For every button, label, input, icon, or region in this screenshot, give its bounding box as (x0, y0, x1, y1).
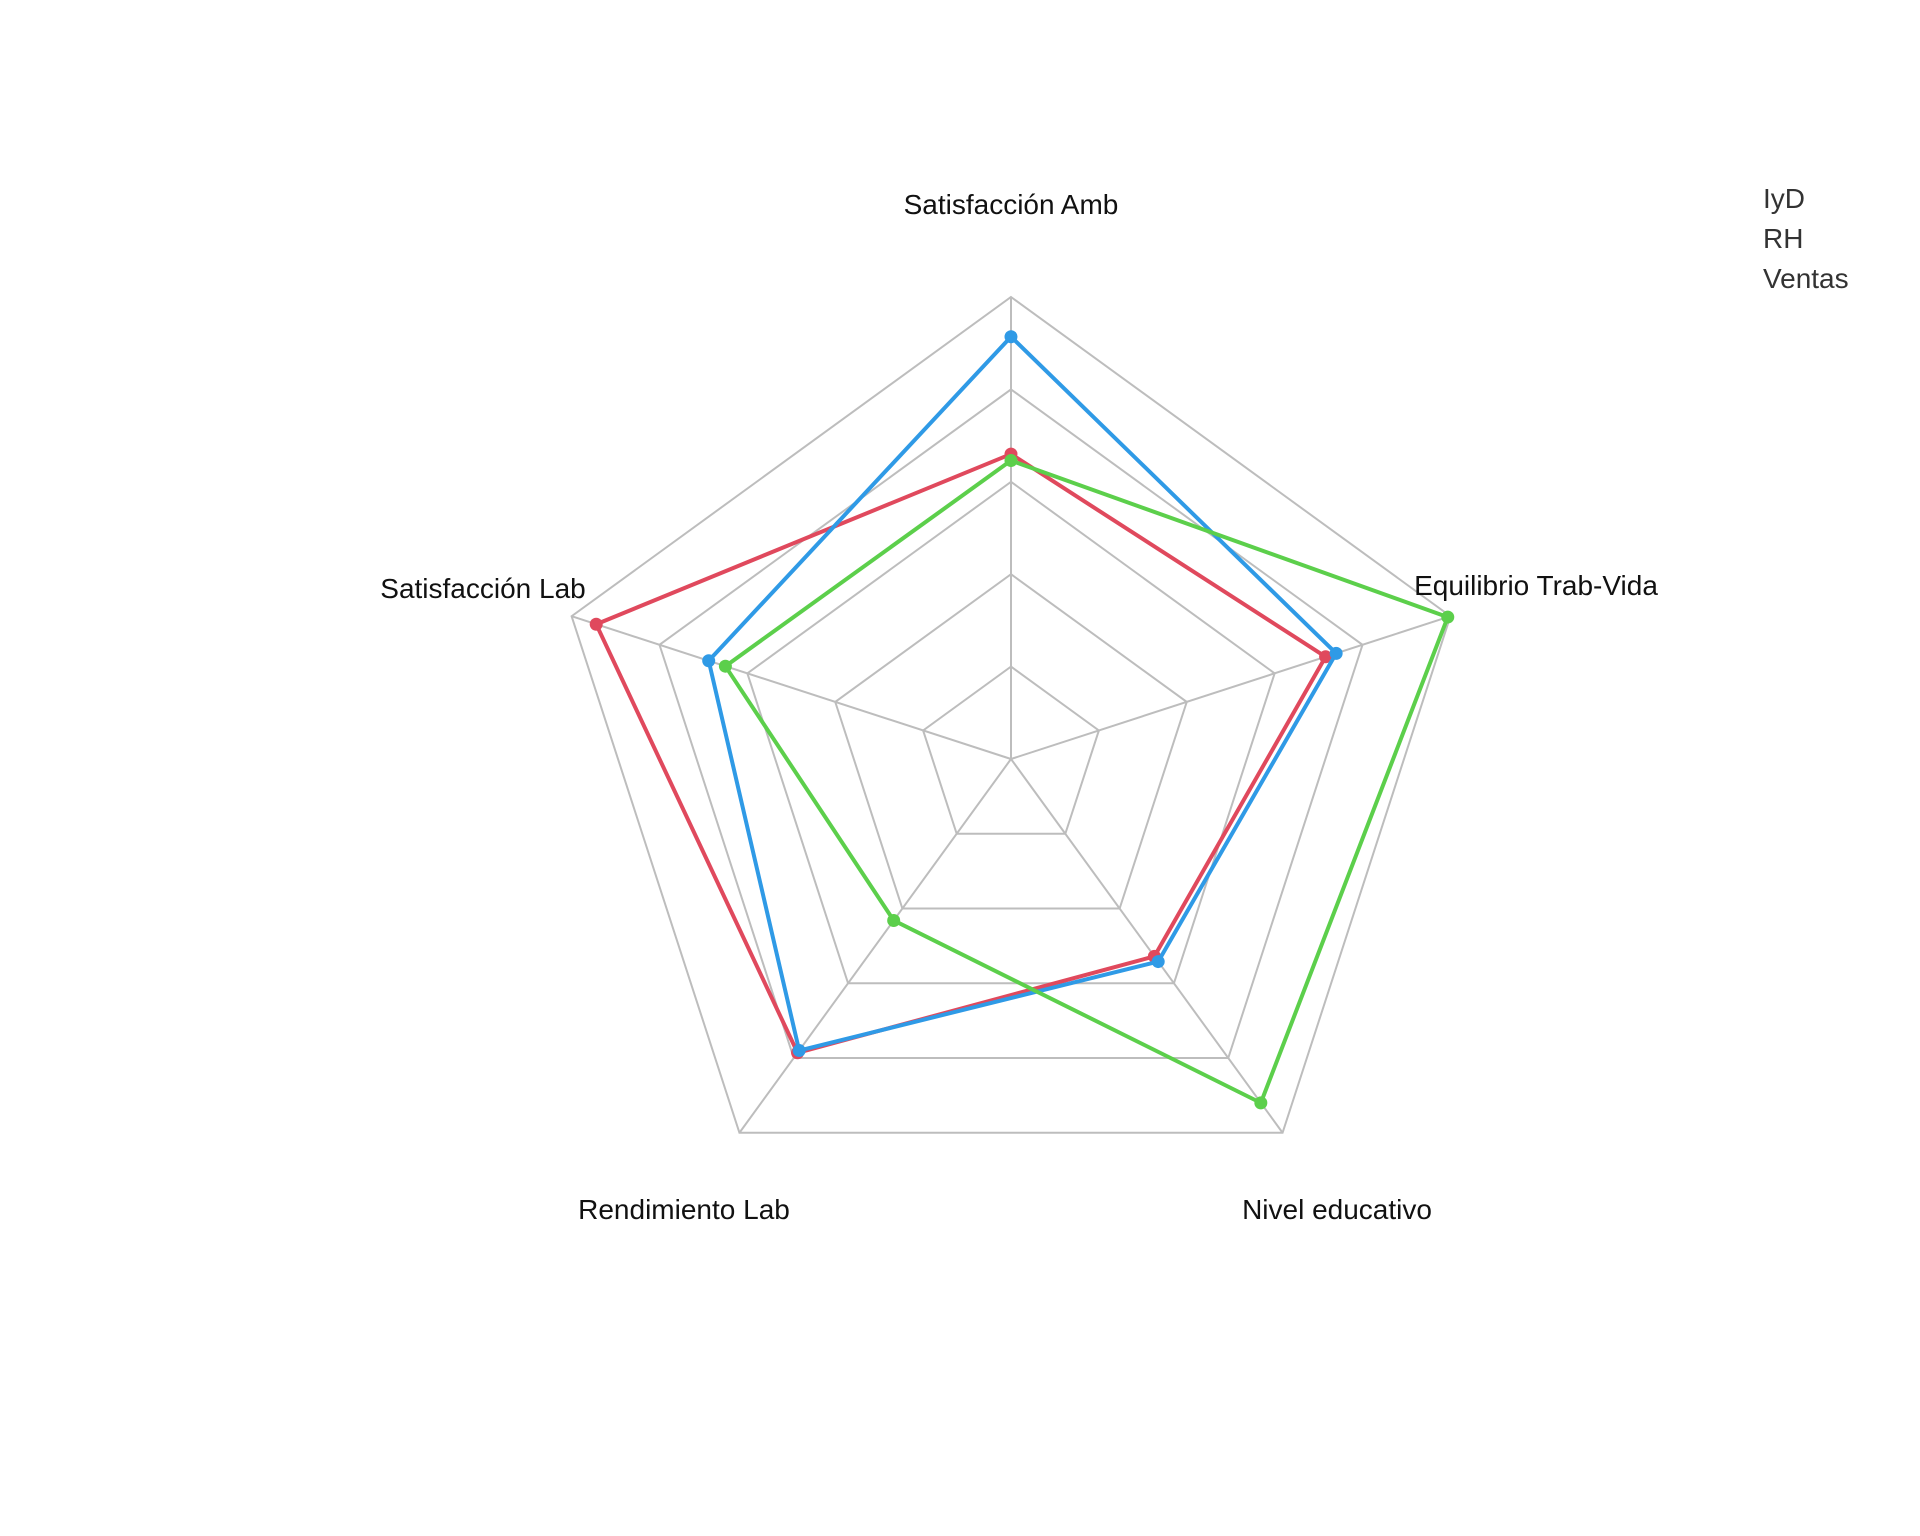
data-point-rh (1151, 955, 1165, 969)
series-line-rh (706, 334, 1339, 1053)
grid-ring (746, 480, 1276, 985)
axis-label-satisfaccion-amb: Satisfacción Amb (904, 189, 1119, 220)
legend: IyD RH Ventas (1763, 183, 1849, 294)
axis-spoke (571, 615, 1012, 760)
radar-grid (570, 295, 1452, 1134)
legend-item-rh: RH (1763, 223, 1803, 254)
axis-spoke (1010, 758, 1284, 1134)
axis-label-equilibrio-trab-vida: Equilibrio Trab-Vida (1414, 570, 1658, 601)
axis-label-nivel-educativo: Nivel educativo (1242, 1194, 1432, 1225)
axis-spoke (738, 758, 1012, 1134)
axis-label-satisfaccion-lab: Satisfacción Lab (380, 573, 585, 604)
data-point-ventas (1254, 1096, 1268, 1110)
series-line-ventas (723, 458, 1450, 1105)
data-point-rh (702, 654, 716, 668)
axis-label-rendimiento-lab: Rendimiento Lab (578, 1194, 790, 1225)
data-point-ventas (1004, 454, 1018, 468)
legend-item-ventas: Ventas (1763, 263, 1849, 294)
axis-spoke (1010, 615, 1451, 760)
data-point-ventas (887, 913, 901, 927)
data-point-rh (1329, 646, 1343, 660)
radar-series (589, 330, 1455, 1110)
data-point-iyd (589, 617, 603, 631)
data-point-ventas (1441, 610, 1455, 624)
grid-ring (921, 665, 1101, 835)
grid-ring (834, 572, 1188, 910)
legend-item-iyd: IyD (1763, 183, 1805, 214)
data-point-ventas (718, 659, 732, 673)
grid-ring (570, 295, 1452, 1134)
data-point-iyd (1319, 650, 1333, 664)
data-point-rh (792, 1044, 806, 1058)
series-line-iyd (594, 452, 1328, 1055)
data-point-rh (1004, 330, 1018, 344)
grid-ring (658, 388, 1364, 1060)
